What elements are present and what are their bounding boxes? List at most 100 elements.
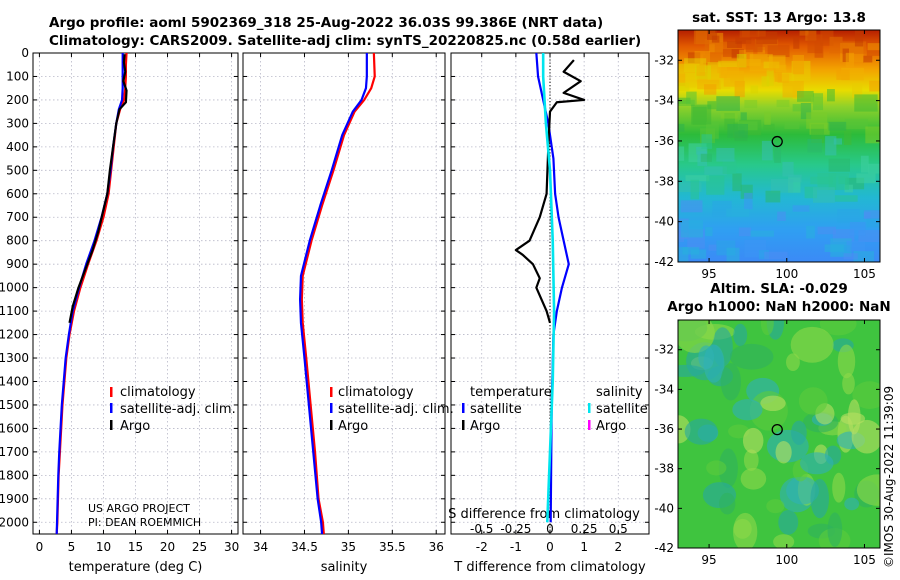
sst-patch <box>700 153 712 162</box>
sst-patch <box>694 51 711 63</box>
sst-patch <box>678 146 685 161</box>
series-line-salinity-satellite <box>541 53 556 523</box>
sst-patch <box>706 175 725 195</box>
sla-patch <box>798 387 828 415</box>
y-tick-label: 800 <box>6 234 29 248</box>
sst-patch <box>687 52 701 64</box>
sst-patch <box>763 123 775 130</box>
legend-swatch-t-argo <box>462 420 465 430</box>
sst-patch <box>812 187 835 203</box>
sst-patch <box>792 205 810 212</box>
legend-label-s-satellite: satellite <box>596 402 648 417</box>
x-tick-label: -2 <box>476 540 488 554</box>
sst-patch <box>858 230 880 243</box>
map-y-tick-label: -36 <box>654 422 674 436</box>
legend-label-climatology: climatology <box>338 385 414 400</box>
map-y-tick-label: -34 <box>654 382 674 396</box>
legend-header-temperature: temperature <box>470 385 552 400</box>
y-tick-label: 1900 <box>0 492 29 506</box>
sst-patch <box>727 41 742 49</box>
sst-patch <box>716 147 735 162</box>
sst-map-title: sat. SST: 13 Argo: 13.8 <box>692 10 866 26</box>
sst-patch <box>738 227 752 237</box>
sst-patch <box>828 158 850 172</box>
sst-patch <box>703 54 722 65</box>
map-y-tick-label: -40 <box>654 215 674 229</box>
sst-patch <box>807 138 822 153</box>
sst-patch <box>854 30 864 47</box>
sst-patch <box>766 69 774 86</box>
legend-label-argo: Argo <box>120 419 150 434</box>
sst-patch <box>869 80 880 92</box>
sst-patch <box>696 146 708 155</box>
sst-patch <box>797 90 814 102</box>
sst-patch <box>750 230 774 237</box>
x-tick-label: 36 <box>429 540 444 554</box>
y-tick-label: 600 <box>6 187 29 201</box>
sst-patch <box>704 166 727 175</box>
sst-patch <box>757 30 766 37</box>
sla-patch <box>678 320 715 353</box>
x-tick-label: -1 <box>510 540 522 554</box>
sst-patch <box>793 37 800 49</box>
sla-patch <box>773 534 795 548</box>
y-tick-label: 900 <box>6 257 29 271</box>
sst-patch <box>727 123 749 138</box>
x-tick-label: 34.5 <box>291 540 318 554</box>
map-y-tick-label: -42 <box>654 541 674 555</box>
pi-credit: PI: DEAN ROEMMICH <box>88 516 201 529</box>
sla-map-patches <box>678 320 880 548</box>
map-y-tick-label: -40 <box>654 501 674 515</box>
sla-patch <box>684 418 718 445</box>
sst-patch <box>678 73 687 87</box>
sst-patch <box>777 211 786 221</box>
sst-patch <box>680 200 703 213</box>
sst-patch <box>799 30 809 36</box>
sst-patch <box>811 124 825 143</box>
sst-patch <box>758 250 770 260</box>
sst-patch <box>856 173 876 184</box>
sst-patch <box>735 37 752 44</box>
secondary-x-axis-label: S difference from climatology <box>448 507 640 522</box>
sst-patch <box>761 140 773 161</box>
sst-patch <box>837 208 860 223</box>
y-tick-label: 1700 <box>0 445 29 459</box>
y-tick-label: 1300 <box>0 351 29 365</box>
sst-patch <box>863 210 880 219</box>
sla-patch <box>706 460 727 476</box>
sst-patch <box>810 176 833 185</box>
sst-patch <box>696 65 706 76</box>
legend-label-climatology: climatology <box>120 385 196 400</box>
x-tick-label: 0 <box>36 540 44 554</box>
difference-legend: temperature satellite Argo salinity sate… <box>462 385 648 434</box>
sla-patch <box>729 343 774 370</box>
x-axis-label: temperature (deg C) <box>69 560 203 575</box>
y-tick-label: 100 <box>6 69 29 83</box>
sst-patch <box>824 244 844 252</box>
sst-patch <box>829 36 843 54</box>
y-tick-label: 1800 <box>0 468 29 482</box>
sst-patch <box>853 251 875 262</box>
y-tick-label: 1200 <box>0 328 29 342</box>
sst-patch <box>845 177 865 190</box>
sla-patch <box>742 427 764 454</box>
sst-patch <box>845 52 855 70</box>
sst-patch <box>680 220 703 238</box>
sst-patch <box>860 155 869 173</box>
sst-patch <box>828 121 847 131</box>
sst-patch <box>708 244 717 251</box>
sst-patch <box>827 89 835 102</box>
sla-patch <box>719 492 736 515</box>
x-tick-label: 10 <box>96 540 111 554</box>
sst-patch <box>849 221 866 236</box>
sst-patch <box>732 173 742 192</box>
sst-patch <box>744 192 753 210</box>
sst-patch <box>776 99 790 108</box>
sst-patch <box>792 54 805 75</box>
sla-patch <box>819 320 857 336</box>
y-tick-label: 1100 <box>0 304 29 318</box>
map-y-tick-label: -34 <box>654 94 674 108</box>
x-tick-label: 0 <box>546 540 554 554</box>
temperature-panel: 0100200300400500600700800900100011001200… <box>0 46 239 575</box>
sla-map-subtitle: Argo h1000: NaN h2000: NaN <box>667 299 890 315</box>
